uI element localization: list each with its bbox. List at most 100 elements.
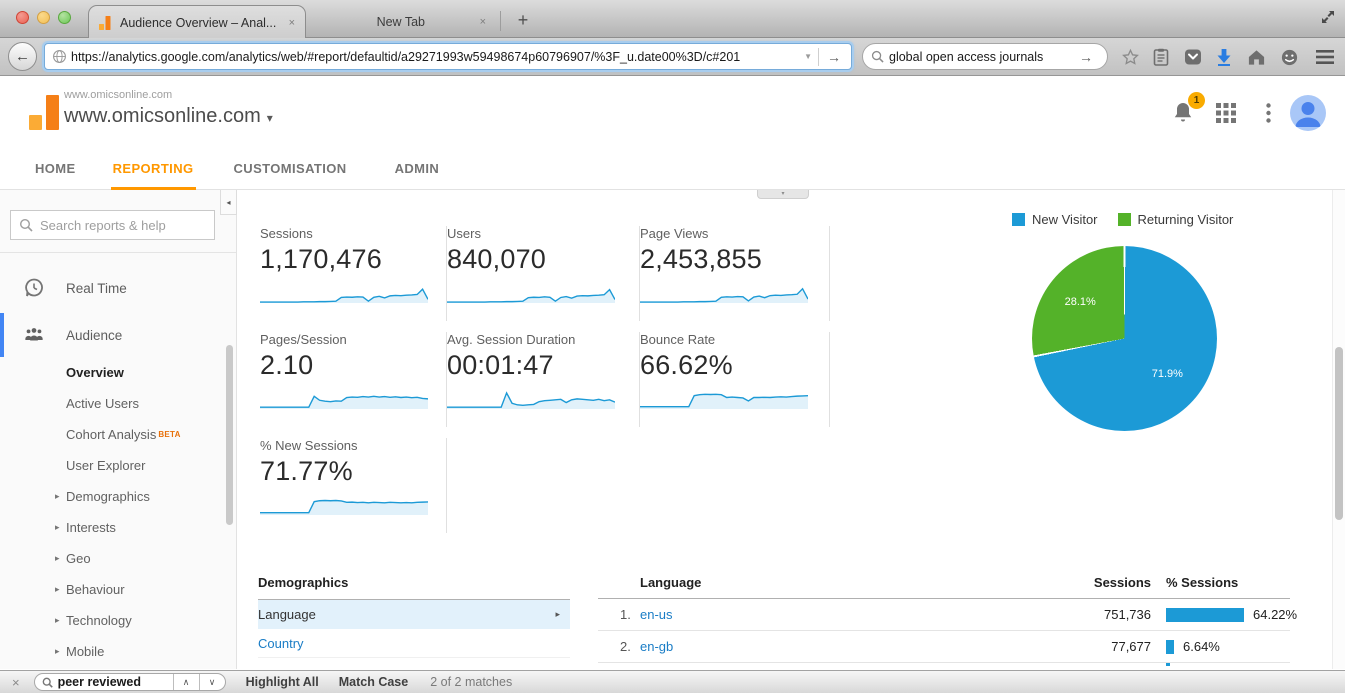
back-button[interactable]: ← [8,42,37,71]
nav-admin[interactable]: ADMIN [394,161,440,176]
more-vertical-icon[interactable] [1250,95,1286,131]
column-pct-sessions[interactable]: % Sessions [1166,575,1239,590]
metric-value: 840,070 [447,244,546,274]
metric-card-users[interactable]: Users 840,070 [447,226,640,321]
sidebar-item-demographics[interactable]: ▸ Demographics [0,481,236,512]
sidebar-item-label: Behaviour [66,582,125,597]
search-bar[interactable]: → [862,43,1108,70]
sidebar-item-label: Active Users [66,396,139,411]
url-bar[interactable]: ▼ → [44,43,852,70]
metric-card-page-views[interactable]: Page Views 2,453,855 [640,226,830,321]
url-input[interactable] [67,49,801,64]
bookmarks-clipboard-icon[interactable] [1149,45,1173,69]
pocket-icon[interactable] [1181,45,1205,69]
hamburger-menu-icon[interactable] [1313,45,1337,69]
sidebar-item-technology[interactable]: ▸ Technology [0,605,236,636]
web-search-input[interactable] [884,49,1073,64]
column-language[interactable]: Language [640,575,702,590]
find-previous-button[interactable]: ∧ [172,674,199,690]
sidebar-item-label: Cohort Analysis [66,427,157,442]
table-row[interactable]: 2. en-gb 77,677 6.64% [598,631,1290,663]
legend-new-visitor: New Visitor [1012,212,1098,227]
sidebar-item-geo[interactable]: ▸ Geo [0,543,236,574]
tab-audience-overview[interactable]: Audience Overview – Anal... × [88,5,306,39]
sidebar-item-active-users[interactable]: Active Users [0,388,236,419]
nav-reporting[interactable]: REPORTING [110,148,196,190]
bookmark-star-icon[interactable] [1118,45,1142,69]
sparkline-chart [260,278,428,303]
url-dropdown-icon[interactable]: ▼ [804,52,812,61]
sidebar-item-real-time[interactable]: Real Time [0,266,236,310]
fullscreen-icon[interactable] [1319,8,1337,26]
tab-close-icon[interactable]: × [479,15,486,28]
property-selector[interactable]: www.omicsonline.com ▾ [64,105,273,128]
metric-value: 1,170,476 [260,244,382,274]
avatar[interactable] [1290,95,1326,131]
tab-close-icon[interactable]: × [288,16,295,29]
match-case-button[interactable]: Match Case [338,675,409,689]
find-field[interactable]: ∧ ∨ [33,673,226,691]
apps-grid-icon[interactable] [1208,95,1244,131]
minimize-window-button[interactable] [37,11,50,24]
metric-card-sessions[interactable]: Sessions 1,170,476 [260,226,447,321]
sidebar-scrollbar-thumb[interactable] [226,345,233,525]
chat-smiley-icon[interactable] [1277,45,1301,69]
expander-arrow-icon: ▸ [55,491,60,501]
downloads-icon[interactable] [1212,45,1236,69]
metric-card-avg-session-duration[interactable]: Avg. Session Duration 00:01:47 [447,332,640,427]
arrow-right-icon: ▸ [555,609,560,619]
sidebar-item-interests[interactable]: ▸ Interests [0,512,236,543]
sidebar-item-user-explorer[interactable]: User Explorer [0,450,236,481]
find-input[interactable] [52,674,173,690]
column-sessions[interactable]: Sessions [1093,575,1151,590]
panel-collapse-handle[interactable]: ▾ [757,190,809,199]
home-icon[interactable] [1244,45,1268,69]
go-arrow-icon[interactable]: → [827,48,841,65]
demographics-item-country[interactable]: Country [258,629,570,658]
metric-label: Users [447,226,481,241]
language-link[interactable]: en-us [640,607,673,622]
zoom-window-button[interactable] [58,11,71,24]
search-go-icon[interactable]: → [1079,48,1093,65]
new-tab-button[interactable]: + [517,9,529,30]
pct-value: 64.22% [1253,607,1298,622]
demographics-item-language[interactable]: Language ▸ [258,600,570,629]
metric-label: Page Views [640,226,709,241]
sidebar-collapse-button[interactable]: ◂ [220,190,237,215]
highlight-all-button[interactable]: Highlight All [245,675,319,689]
visitor-pie-chart[interactable]: 71.9% 28.1% [1032,246,1217,431]
sparkline-chart [447,384,615,409]
sidebar-item-audience[interactable]: Audience [0,313,236,357]
sidebar-item-cohort-analysis[interactable]: Cohort Analysis BETA [0,419,236,450]
page-scrollbar[interactable] [1332,190,1345,669]
nav-home[interactable]: HOME [35,161,76,176]
language-link[interactable]: en-gb [640,639,674,654]
close-icon[interactable]: × [12,674,20,690]
pct-value: 6.64% [1183,639,1220,654]
sidebar-search-box[interactable] [10,210,218,240]
notifications-bell-icon[interactable]: 1 [1165,92,1205,131]
expander-arrow-icon: ▸ [55,522,60,532]
search-icon [871,50,884,63]
sidebar-search-input[interactable] [33,216,218,234]
sidebar-item-overview[interactable]: Overview [0,357,236,388]
tab-new-tab[interactable]: New Tab × [312,5,496,38]
nav-customisation[interactable]: CUSTOMISATION [233,161,347,176]
metric-card-pages-session[interactable]: Pages/Session 2.10 [260,332,447,427]
find-next-button[interactable]: ∨ [198,674,225,690]
metric-card-bounce-rate[interactable]: Bounce Rate 66.62% [640,332,830,427]
table-row[interactable]: 1. en-us 751,736 64.22% [598,599,1297,631]
expander-arrow-icon: ▸ [55,553,60,563]
sidebar-item-behaviour[interactable]: ▸ Behaviour [0,574,236,605]
legend-swatch-green [1117,213,1131,226]
page-scrollbar-thumb[interactable] [1335,347,1343,520]
sidebar-item-mobile[interactable]: ▸ Mobile [0,636,236,667]
legend-label: Returning Visitor [1137,212,1234,227]
metric-label: Sessions [260,226,313,241]
close-window-button[interactable] [16,11,29,24]
find-bar: × ∧ ∨ Highlight All Match Case 2 of 2 ma… [0,670,1345,693]
chevron-down-icon: ▾ [266,111,273,125]
metric-card-new-sessions[interactable]: % New Sessions 71.77% [260,438,447,533]
demographics-title: Demographics [258,575,570,600]
